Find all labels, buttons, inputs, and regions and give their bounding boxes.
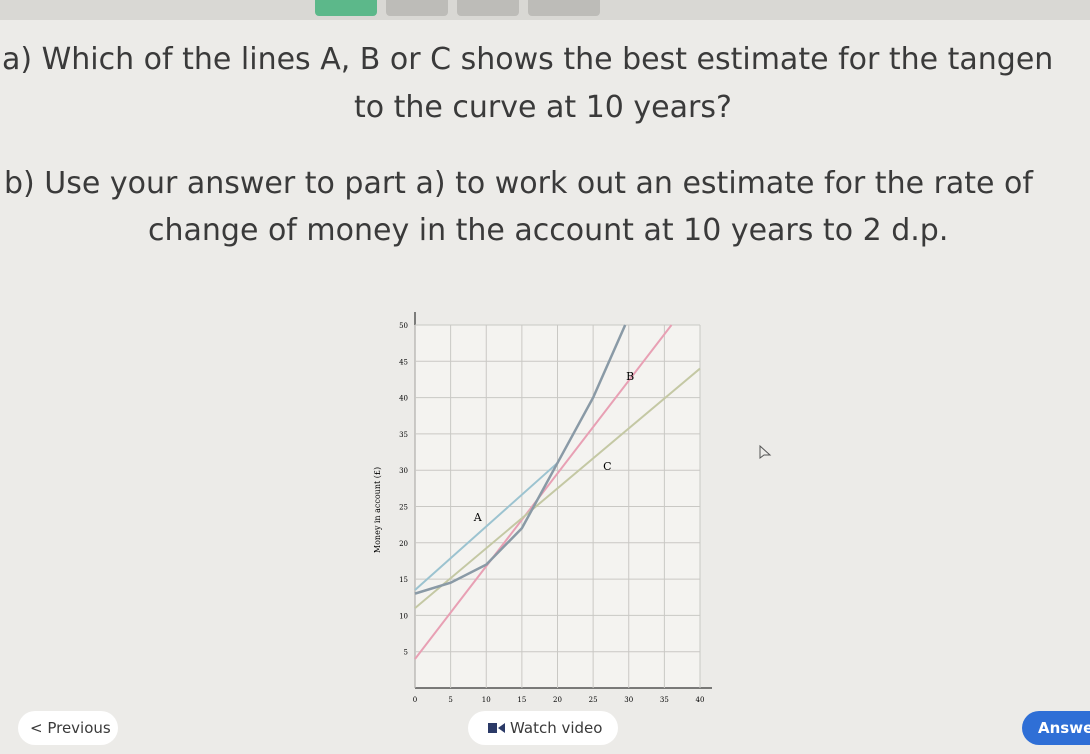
x-tick-label: 0 [413, 696, 417, 704]
question-text: b) Use your answer to part a) to work ou… [4, 166, 1033, 201]
x-tick-label: 25 [589, 696, 598, 704]
line-label: B [626, 370, 634, 383]
x-tick-label: 5 [448, 696, 452, 704]
tangent-line [414, 324, 673, 660]
y-axis-label: Money in account (£) [373, 467, 382, 553]
browser-bar [0, 0, 1090, 20]
y-tick-label: 10 [399, 612, 408, 620]
x-tick-label: 30 [624, 696, 633, 704]
tab [457, 0, 519, 16]
y-tick-label: 30 [399, 467, 408, 475]
y-tick-label: 5 [404, 649, 408, 657]
tangent-line [414, 367, 701, 609]
x-tick-label: 20 [553, 696, 562, 704]
video-icon [488, 723, 505, 733]
x-tick-label: 15 [517, 696, 526, 704]
x-tick-label: 10 [482, 696, 491, 704]
y-tick-label: 45 [399, 358, 408, 366]
line-label: C [603, 460, 611, 473]
cursor [759, 444, 772, 459]
line-label: A [473, 511, 483, 524]
previous-button[interactable]: < Previous [18, 711, 118, 745]
x-tick-label: 40 [696, 696, 705, 704]
question-text: to the curve at 10 years? [354, 90, 732, 125]
watch-video-button[interactable]: Watch video [468, 711, 618, 745]
y-tick-label: 40 [399, 395, 408, 403]
question-text: a) Which of the lines A, B or C shows th… [2, 42, 1054, 77]
tab [315, 0, 377, 16]
y-tick-label: 15 [399, 576, 408, 584]
watch-video-label: Watch video [510, 719, 603, 737]
tab [386, 0, 448, 16]
y-tick-label: 25 [399, 504, 408, 512]
y-tick-label: 20 [399, 540, 408, 548]
x-tick-label: 35 [660, 696, 669, 704]
tangent-line [414, 462, 559, 591]
question-text: change of money in the account at 10 yea… [148, 213, 949, 248]
y-tick-label: 50 [399, 322, 408, 330]
answer-button[interactable]: Answe [1022, 711, 1090, 745]
tab [528, 0, 600, 16]
curve [414, 324, 627, 595]
y-tick-label: 35 [399, 431, 408, 439]
